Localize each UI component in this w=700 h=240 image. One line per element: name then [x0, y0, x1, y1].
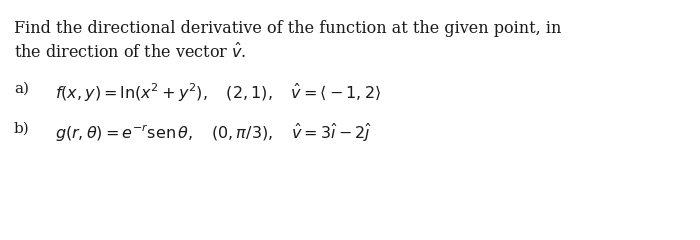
- Text: $f(x,y) = \ln(x^2 + y^2), \quad (2,1), \quad \hat{v} = \langle -1,2\rangle$: $f(x,y) = \ln(x^2 + y^2), \quad (2,1), \…: [55, 82, 382, 104]
- Text: the direction of the vector $\hat{v}$.: the direction of the vector $\hat{v}$.: [14, 43, 246, 62]
- Text: b): b): [14, 122, 29, 136]
- Text: Find the directional derivative of the function at the given point, in: Find the directional derivative of the f…: [14, 20, 561, 37]
- Text: a): a): [14, 82, 29, 96]
- Text: $g(r,\theta) = e^{-r}\mathrm{sen}\,\theta, \quad (0,\pi/3), \quad \hat{v} = 3\ha: $g(r,\theta) = e^{-r}\mathrm{sen}\,\thet…: [55, 122, 372, 144]
